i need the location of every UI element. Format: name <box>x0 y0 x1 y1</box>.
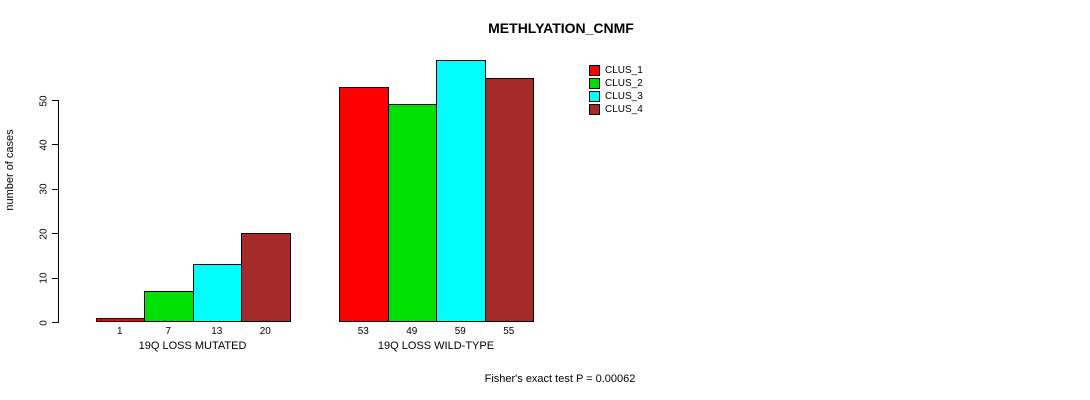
y-tick-label: 40 <box>38 139 50 151</box>
y-tick-label: 10 <box>38 272 50 284</box>
bar-clus_2-group1 <box>144 290 194 322</box>
legend-item-clus_1: CLUS_1 <box>589 64 643 77</box>
group-label: 19Q LOSS WILD-TYPE <box>377 340 495 352</box>
legend-swatch-clus_4 <box>589 104 600 115</box>
legend-swatch-clus_1 <box>589 65 600 76</box>
y-tick <box>52 233 58 235</box>
y-tick <box>52 188 58 190</box>
y-axis-label: number of cases <box>4 129 16 211</box>
bar-value-label: 49 <box>406 326 418 337</box>
legend: CLUS_1 CLUS_2 CLUS_3 CLUS_4 <box>589 64 643 116</box>
bar-clus_3-group1 <box>192 264 242 322</box>
bar-value-label: 13 <box>211 326 223 337</box>
legend-label: CLUS_3 <box>605 91 643 102</box>
fisher-test-note: Fisher's exact test P = 0.00062 <box>484 373 636 385</box>
y-tick <box>52 322 58 323</box>
bar-clus_1-group1 <box>95 317 145 322</box>
legend-item-clus_4: CLUS_4 <box>589 103 643 116</box>
y-tick <box>52 100 58 101</box>
legend-swatch-clus_2 <box>589 78 600 89</box>
bar-value-label: 53 <box>357 326 369 337</box>
y-axis-line <box>58 100 59 323</box>
bar-value-label: 59 <box>454 326 466 337</box>
bar-clus_4-group1 <box>241 233 291 322</box>
legend-label: CLUS_1 <box>605 65 643 76</box>
y-tick-label: 50 <box>38 94 50 107</box>
y-tick <box>52 277 58 279</box>
legend-label: CLUS_2 <box>605 78 643 89</box>
legend-label: CLUS_4 <box>605 104 643 115</box>
bar-clus_3-group2 <box>436 60 486 322</box>
bar-clus_4-group2 <box>484 77 534 322</box>
chart-title: METHLYATION_CNMF <box>488 20 634 36</box>
bar-value-label: 55 <box>503 326 515 337</box>
bar-value-label: 20 <box>259 326 271 337</box>
group-label: 19Q LOSS MUTATED <box>138 340 247 352</box>
legend-item-clus_3: CLUS_3 <box>589 90 643 103</box>
y-tick-label: 0 <box>38 319 50 326</box>
bar-value-label: 1 <box>116 326 123 337</box>
y-tick <box>52 144 58 146</box>
legend-swatch-clus_3 <box>589 91 600 102</box>
bar-clus_1-group2 <box>339 86 389 322</box>
bar-value-label: 7 <box>165 326 172 337</box>
y-tick-label: 20 <box>38 228 50 240</box>
bar-clus_2-group2 <box>387 104 437 322</box>
legend-item-clus_2: CLUS_2 <box>589 77 643 90</box>
y-tick-label: 30 <box>38 183 50 195</box>
